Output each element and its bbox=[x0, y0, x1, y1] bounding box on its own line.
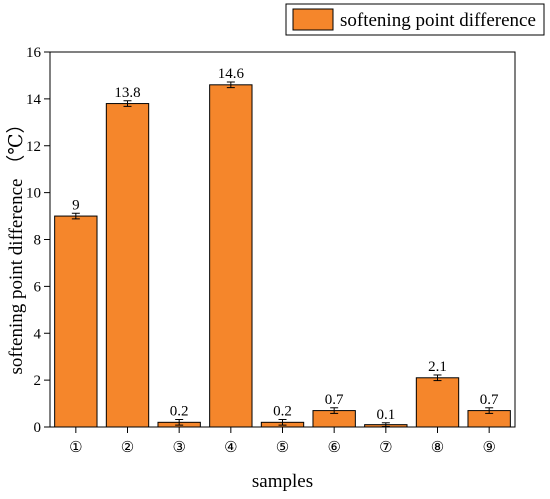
data-label: 0.2 bbox=[170, 404, 189, 420]
legend-swatch bbox=[292, 8, 334, 31]
y-tick-label: 2 bbox=[34, 373, 42, 389]
x-tick-label: ⑥ bbox=[327, 440, 340, 456]
y-axis-ticks: 0 2 4 6 8 10 12 14 16 bbox=[26, 45, 50, 436]
y-tick-label: 16 bbox=[26, 45, 42, 61]
bar bbox=[54, 215, 98, 428]
plot-frame bbox=[49, 51, 516, 428]
data-labels: 9 13.8 0.2 14.6 0.2 0.7 0.1 2.1 0.7 bbox=[72, 66, 499, 423]
data-label: 9 bbox=[72, 197, 80, 213]
legend: softening point difference bbox=[285, 3, 545, 36]
bars bbox=[54, 84, 511, 428]
y-tick-label: 4 bbox=[34, 326, 42, 342]
y-tick-label: 12 bbox=[26, 139, 41, 155]
data-label: 2.1 bbox=[428, 359, 447, 375]
y-axis-label: softening point difference （℃） bbox=[5, 115, 27, 375]
x-tick-label: ① bbox=[69, 440, 82, 456]
x-tick-label: ③ bbox=[172, 440, 185, 456]
data-label: 0.7 bbox=[325, 392, 344, 408]
y-tick-label: 6 bbox=[34, 279, 42, 295]
data-label: 0.2 bbox=[273, 404, 292, 420]
x-tick-label: ④ bbox=[224, 440, 237, 456]
x-tick-label: ② bbox=[121, 440, 134, 456]
bar bbox=[415, 377, 460, 428]
x-tick-label: ⑨ bbox=[482, 440, 495, 456]
data-label: 14.6 bbox=[218, 66, 245, 82]
y-tick-label: 8 bbox=[34, 233, 42, 249]
y-tick-label: 14 bbox=[26, 92, 42, 108]
x-tick-label: ⑤ bbox=[276, 440, 289, 456]
x-tick-label: ⑧ bbox=[431, 440, 444, 456]
x-axis-label: samples bbox=[252, 471, 313, 492]
y-tick-label: 0 bbox=[34, 420, 42, 436]
data-label: 13.8 bbox=[114, 85, 140, 101]
x-axis-ticks: ① ② ③ ④ ⑤ ⑥ ⑦ ⑧ ⑨ bbox=[69, 427, 496, 456]
data-label: 0.7 bbox=[480, 392, 499, 408]
x-tick-label: ⑦ bbox=[379, 440, 392, 456]
bar bbox=[105, 103, 150, 428]
legend-label: softening point difference bbox=[340, 10, 536, 31]
bar bbox=[209, 84, 253, 428]
data-label: 0.1 bbox=[376, 407, 395, 423]
y-tick-label: 10 bbox=[26, 186, 41, 202]
